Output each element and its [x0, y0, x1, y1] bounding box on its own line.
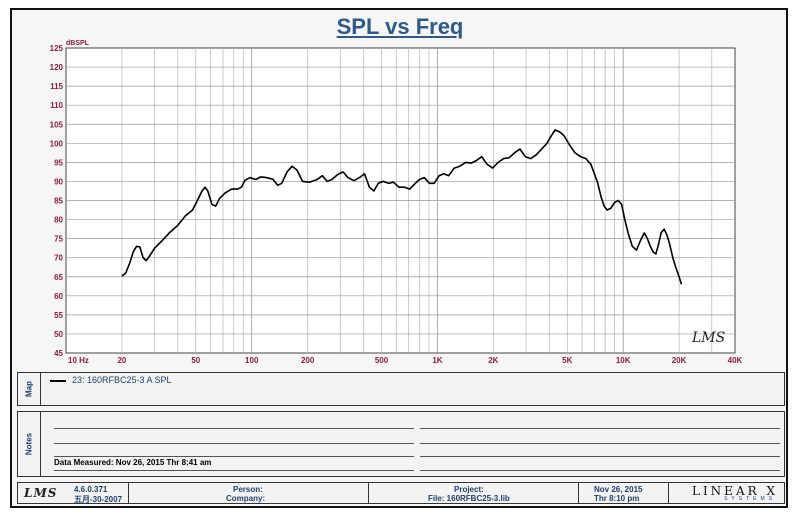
lms-watermark: LMS: [691, 330, 725, 346]
person-label: Person:: [233, 485, 263, 494]
x-tick-label: 10 Hz: [68, 356, 89, 365]
y-tick-label: 95: [54, 158, 63, 167]
legend-line-swatch: [50, 380, 66, 382]
version-text: 4.6.0.371: [74, 485, 108, 494]
x-tick-label: 200: [301, 356, 315, 365]
y-tick-label: 50: [54, 330, 63, 339]
spl-curve: [121, 129, 683, 285]
x-tick-label: 500: [375, 356, 389, 365]
y-tick-label: 110: [50, 101, 63, 110]
y-tick-label: 115: [50, 82, 63, 91]
y-tick-label: 85: [54, 197, 63, 206]
lms-logo: LMS: [24, 486, 58, 500]
note-line: [54, 428, 414, 429]
linearx-logo: LINEAR X: [691, 484, 778, 498]
x-tick-label: 20: [117, 356, 126, 365]
x-tick-label: 1K: [432, 356, 442, 365]
x-tick-labels: 10 Hz 20 50 100 200 500 1K 2K 5K 10K 20K 40K: [68, 356, 743, 365]
footer-person-cell: Person: Company:: [128, 483, 369, 503]
legend-entry: 23: 160RFBC25-3 A SPL: [72, 375, 172, 385]
x-tick-label: 2K: [488, 356, 498, 365]
y-tick-label: 120: [50, 63, 64, 72]
x-tick-label: 5K: [562, 356, 572, 365]
spl-chart: 45 50 55 60 65 70 75 80 85 90 95 100 105 110 115 120 125…: [50, 40, 743, 365]
y-tick-label: 80: [54, 216, 63, 225]
data-measured-text: Data Measured: Nov 26, 2015 Thr 8:41 am: [54, 458, 212, 467]
date-text: Nov 26, 2015: [594, 485, 643, 494]
x-tick-label: 50: [191, 356, 200, 365]
footer-date-cell: Nov 26, 2015 Thr 8:10 pm: [578, 483, 669, 503]
x-tick-label: 100: [245, 356, 259, 365]
map-side-label: Map: [18, 373, 41, 405]
y-tick-label: 75: [54, 235, 63, 244]
y-tick-label: 45: [54, 349, 63, 358]
note-line: [54, 443, 414, 444]
footer-bar: LMS 4.6.0.371 五月-30-2007 Person: Company…: [17, 482, 785, 504]
chart-title: SPL vs Freq: [336, 14, 464, 39]
notes-side-label: Notes: [18, 412, 41, 476]
x-tick-label: 40K: [728, 356, 743, 365]
x-tick-label: 20K: [672, 356, 687, 365]
grid: [66, 48, 735, 353]
y-tick-labels: 45 50 55 60 65 70 75 80 85 90 95 100 105 110 115 120 125: [50, 44, 64, 358]
time-text: Thr 8:10 pm: [594, 494, 640, 503]
note-line: [54, 470, 414, 471]
y-tick-label: 100: [50, 139, 64, 148]
footer-logo-cell: LMS 4.6.0.371 五月-30-2007: [18, 483, 129, 504]
y-tick-label: 70: [54, 254, 63, 263]
x-tick-label: 10K: [616, 356, 631, 365]
y-tick-label: 125: [50, 44, 64, 53]
company-label: Company:: [226, 494, 266, 503]
file-label: File: 160RFBC25-3.lib: [428, 494, 510, 503]
linearx-systems-text: SYSTEMS: [724, 496, 776, 502]
y-tick-label: 60: [54, 292, 63, 301]
note-line: [54, 456, 414, 457]
notes-panel: Notes Data Measured: Nov 26, 2015 Thr 8:…: [17, 411, 785, 477]
build-date-text: 五月-30-2007: [74, 495, 123, 504]
y-tick-label: 90: [54, 177, 63, 186]
note-line: [420, 470, 780, 471]
note-line: [420, 428, 780, 429]
y-tick-label: 55: [54, 311, 63, 320]
y-tick-label: 105: [50, 120, 64, 129]
note-line: [420, 443, 780, 444]
y-axis-label: dBSPL: [66, 40, 90, 47]
footer-project-cell: Project: File: 160RFBC25-3.lib: [368, 483, 579, 503]
project-label: Project:: [454, 485, 484, 494]
note-line: [420, 456, 780, 457]
map-panel: Map 23: 160RFBC25-3 A SPL: [17, 372, 785, 406]
y-tick-label: 65: [54, 273, 63, 282]
